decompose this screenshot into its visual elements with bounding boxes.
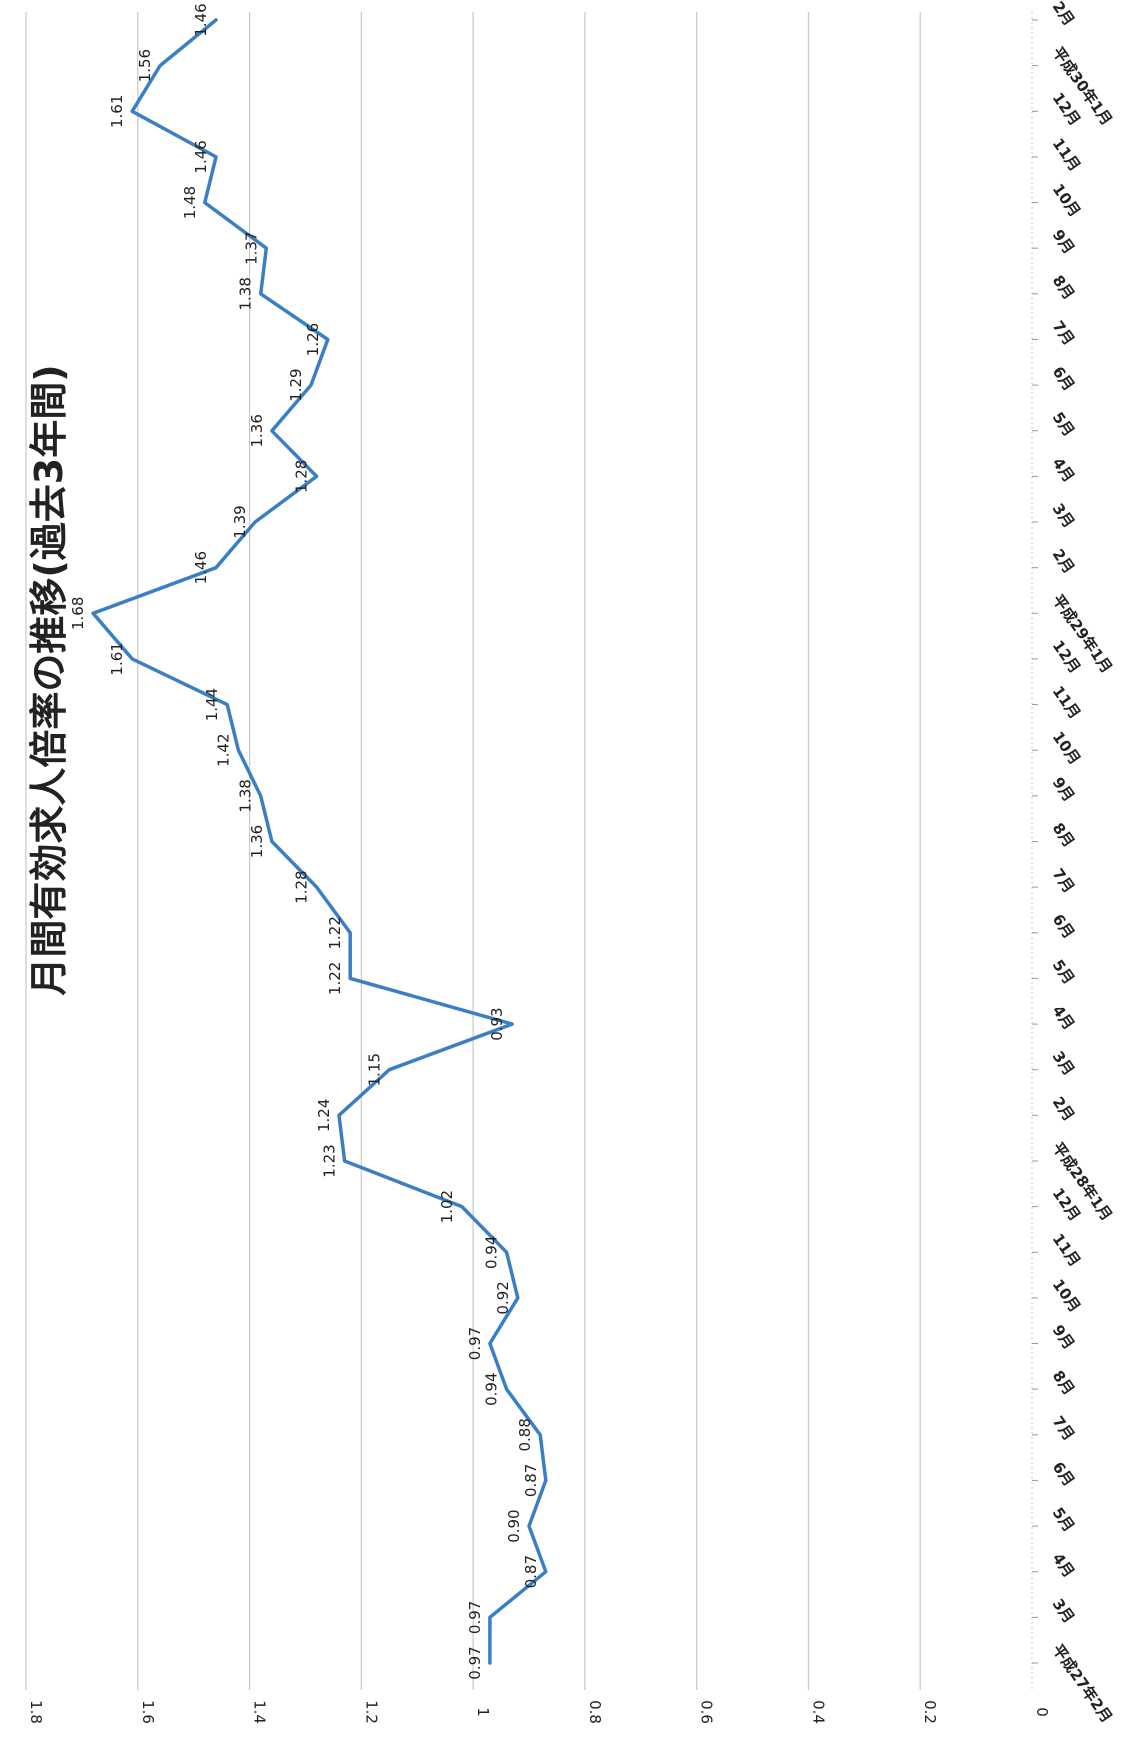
data-label: 1.28 bbox=[293, 460, 311, 493]
y-tick-label: 0.6 bbox=[698, 1700, 716, 1724]
data-label: 1.37 bbox=[242, 231, 260, 264]
axes bbox=[1031, 12, 1038, 1690]
data-label: 1.56 bbox=[136, 49, 154, 82]
y-tick-label: 1.4 bbox=[251, 1700, 269, 1724]
data-label: 1.68 bbox=[69, 597, 87, 630]
data-label: 1.38 bbox=[237, 277, 255, 310]
data-label: 1.42 bbox=[214, 733, 232, 766]
y-tick-label: 1.6 bbox=[139, 1700, 157, 1724]
data-label: 1.39 bbox=[231, 505, 249, 538]
series-line-group bbox=[91, 18, 548, 1665]
data-label: 1.29 bbox=[287, 368, 305, 401]
data-label: 1.44 bbox=[203, 688, 221, 721]
gridlines bbox=[25, 12, 921, 1690]
data-label: 0.87 bbox=[522, 1555, 540, 1588]
y-tick-label: 1 bbox=[474, 1707, 492, 1717]
data-label: 1.22 bbox=[326, 916, 344, 949]
series-line bbox=[91, 18, 548, 1665]
y-tick-labels: 0 0.2 0.4 0.6 0.8 1 1.2 1.4 1.6 1.8 bbox=[27, 1700, 1051, 1724]
y-tick-label: 0.8 bbox=[586, 1700, 604, 1724]
data-label: 1.46 bbox=[192, 140, 210, 173]
data-labels: 0.97 0.97 0.87 0.90 0.87 0.88 0.94 0.97 0.92 0.94… bbox=[69, 3, 540, 1679]
data-label: 0.88 bbox=[516, 1418, 534, 1451]
y-tick-label: 0 bbox=[1033, 1707, 1051, 1717]
y-tick-label: 0.4 bbox=[809, 1700, 827, 1724]
data-label: 0.97 bbox=[466, 1327, 484, 1360]
y-tick-label: 1.2 bbox=[362, 1700, 380, 1724]
data-label: 0.93 bbox=[488, 1007, 506, 1040]
data-label: 0.94 bbox=[483, 1372, 501, 1405]
data-label: 0.87 bbox=[522, 1464, 540, 1497]
data-label: 1.61 bbox=[108, 642, 126, 675]
data-label: 1.24 bbox=[315, 1099, 333, 1132]
data-label: 1.38 bbox=[237, 779, 255, 812]
y-tick-label: 1.8 bbox=[27, 1700, 45, 1724]
data-label: 1.48 bbox=[181, 186, 199, 219]
data-label: 1.28 bbox=[293, 870, 311, 903]
y-tick-label: 0.2 bbox=[921, 1700, 939, 1724]
data-label: 1.36 bbox=[248, 825, 266, 858]
data-label: 1.23 bbox=[321, 1144, 339, 1177]
data-label: 0.92 bbox=[494, 1281, 512, 1314]
data-label: 0.90 bbox=[505, 1509, 523, 1542]
data-label: 0.97 bbox=[466, 1601, 484, 1634]
data-label: 1.26 bbox=[304, 323, 322, 356]
data-label: 0.94 bbox=[483, 1236, 501, 1269]
data-label: 1.46 bbox=[192, 551, 210, 584]
data-label: 0.97 bbox=[466, 1646, 484, 1679]
data-label: 1.36 bbox=[248, 414, 266, 447]
data-label: 1.02 bbox=[438, 1190, 456, 1223]
data-label: 1.46 bbox=[192, 3, 210, 36]
data-label: 1.15 bbox=[365, 1053, 383, 1086]
data-label: 1.22 bbox=[326, 962, 344, 995]
chart-title: 月間有効求人倍率の推移(過去3年間) bbox=[27, 364, 71, 995]
data-label: 1.61 bbox=[108, 95, 126, 128]
